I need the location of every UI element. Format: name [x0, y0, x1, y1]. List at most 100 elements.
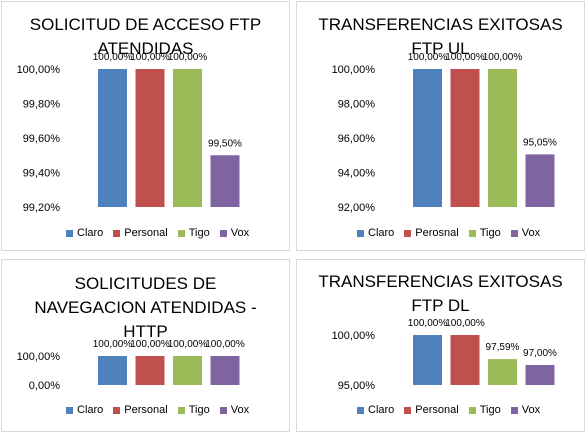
chart-title-line: TRANSFERENCIAS EXITOSAS [318, 272, 563, 291]
chart-plot: 92,00%94,00%96,00%98,00%100,00%100,00%10… [332, 52, 558, 214]
y-tick-label: 99,80% [23, 99, 61, 111]
legend-swatch [357, 406, 364, 414]
legend-swatch [177, 406, 185, 414]
legend-label: Personal [415, 404, 459, 416]
legend-item: Vox [219, 227, 250, 239]
bar-vox [525, 154, 555, 207]
legend-item: Perosnal [404, 227, 459, 239]
data-label: 97,59% [486, 342, 520, 353]
legend-item: Vox [510, 227, 541, 239]
data-label: 100,00% [93, 339, 133, 350]
bar-tigo [488, 69, 517, 207]
bar-tigo [488, 359, 517, 385]
chart-panel-ftp-access: SOLICITUD DE ACCESO FTP ATENDIDAS 99,20%… [1, 1, 290, 251]
legend-swatch [510, 229, 518, 237]
y-tick-label: 96,00% [338, 133, 376, 145]
legend-item: Claro [66, 404, 103, 416]
chart-title: TRANSFERENCIAS EXITOSAS FTP UL [297, 13, 584, 61]
legend-label: Perosnal [415, 227, 459, 239]
data-label: 100,00% [408, 52, 448, 63]
chart-panel-ftp-dl: TRANSFERENCIAS EXITOSAS FTP DL 95,00% 100… [296, 259, 585, 432]
data-label: 100,00% [408, 318, 448, 329]
y-tick-label: 100,00% [17, 64, 61, 76]
legend-label: Personal [124, 404, 168, 416]
chart-title-line: FTP DL [411, 296, 470, 315]
legend-swatch [357, 229, 364, 237]
legend-swatch [510, 406, 518, 414]
data-label: 95,05% [523, 137, 557, 148]
legend-label: Tigo [188, 404, 210, 416]
legend-label: Vox [230, 227, 250, 239]
legend-item: Claro [357, 227, 394, 239]
data-label: 100,00% [445, 52, 485, 63]
data-label: 100,00% [205, 339, 245, 350]
legend-item: Claro [66, 227, 103, 239]
bar-claro [98, 69, 127, 207]
bar-personal [135, 69, 165, 207]
legend-item: Vox [510, 404, 541, 416]
legend-swatch [404, 406, 412, 414]
y-tick-label: 99,40% [23, 168, 61, 180]
legend-item: Personal [404, 404, 459, 416]
chart-title-line: NAVEGACION ATENDIDAS - [34, 298, 257, 317]
chart-title-line: ATENDIDAS [97, 39, 194, 58]
legend-label: Claro [77, 404, 104, 416]
y-tick-label: 99,20% [23, 202, 61, 214]
bar-claro [413, 69, 442, 207]
data-label: 100,00% [130, 339, 170, 350]
bar-tigo [173, 356, 202, 385]
legend-item: Tigo [177, 404, 210, 416]
data-label: 100,00% [168, 52, 208, 63]
chart-title-line: HTTP [123, 322, 168, 341]
chart-panel-ftp-ul: TRANSFERENCIAS EXITOSAS FTP UL 92,00% 94,… [296, 1, 585, 251]
chart-panel-http: SOLICITUDES DE NAVEGACION ATENDIDAS - HT… [1, 259, 290, 432]
legend-label: Vox [521, 404, 541, 416]
bar-vox [525, 365, 555, 385]
legend-swatch [177, 229, 185, 237]
data-label: 97,00% [523, 348, 557, 359]
legend-label: Tigo [479, 404, 501, 416]
chart-legend: Claro Personal Tigo Vox [66, 227, 249, 239]
chart-legend: Claro Perosnal Tigo Vox [357, 227, 540, 239]
chart-title: SOLICITUDES DE NAVEGACION ATENDIDAS - HT… [2, 272, 289, 344]
y-tick-label: 100,00% [17, 351, 61, 363]
chart-title-line: FTP UL [411, 39, 470, 58]
chart-plot: 0,00%100,00%100,00%100,00%100,00%100,00% [17, 339, 245, 392]
legend-item: Tigo [177, 227, 210, 239]
data-label: 100,00% [130, 52, 170, 63]
legend-label: Tigo [188, 227, 210, 239]
y-tick-label: 100,00% [332, 330, 376, 342]
data-label: 100,00% [445, 318, 485, 329]
bar-personal [135, 356, 165, 385]
legend-swatch [113, 229, 121, 237]
chart-legend: Claro Personal Tigo Vox [66, 404, 249, 416]
y-tick-label: 100,00% [332, 64, 376, 76]
chart-plot: 99,20%99,40%99,60%99,80%100,00%100,00%10… [17, 52, 243, 214]
legend-item: Personal [113, 404, 168, 416]
y-tick-label: 94,00% [338, 168, 376, 180]
y-tick-label: 95,00% [338, 380, 376, 392]
chart-title: TRANSFERENCIAS EXITOSAS FTP DL [297, 270, 584, 318]
legend-item: Personal [113, 227, 168, 239]
legend-swatch [468, 229, 476, 237]
data-label: 100,00% [483, 52, 523, 63]
legend-label: Claro [77, 227, 104, 239]
data-label: 100,00% [93, 52, 133, 63]
y-tick-label: 92,00% [338, 202, 376, 214]
bar-perosnal [450, 69, 480, 207]
legend-swatch [219, 229, 227, 237]
y-tick-label: 0,00% [29, 380, 60, 392]
chart-legend: Claro Personal Tigo Vox [357, 404, 540, 416]
legend-item: Claro [357, 404, 394, 416]
legend-swatch [113, 406, 121, 414]
chart-plot: 95,00%100,00%100,00%100,00%97,59%97,00% [332, 318, 558, 392]
legend-label: Vox [521, 227, 541, 239]
legend-label: Vox [230, 404, 250, 416]
legend-swatch [66, 406, 73, 414]
bar-personal [450, 335, 480, 385]
legend-swatch [219, 406, 227, 414]
chart-title: SOLICITUD DE ACCESO FTP ATENDIDAS [2, 13, 289, 61]
y-tick-label: 99,60% [23, 133, 61, 145]
data-label: 99,50% [208, 138, 242, 149]
legend-label: Claro [368, 404, 395, 416]
